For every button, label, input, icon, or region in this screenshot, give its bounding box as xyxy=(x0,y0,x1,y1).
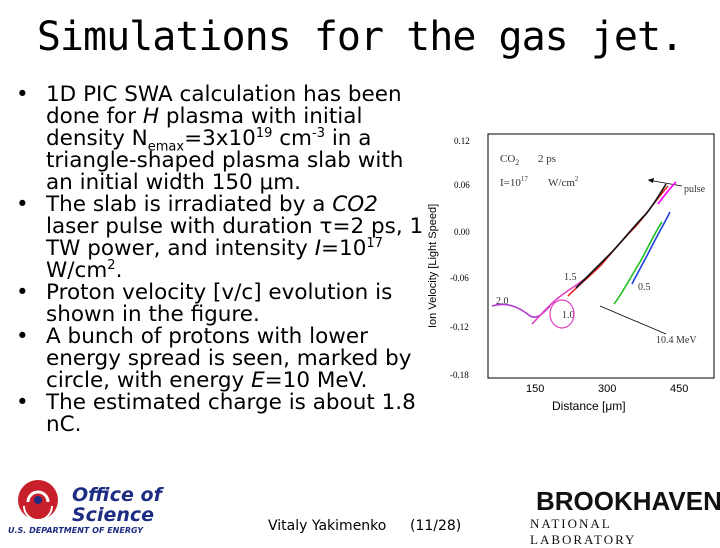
ose-line2: Science xyxy=(72,504,155,526)
annot-0-5: 0.5 xyxy=(638,282,651,293)
annot-intensity-unit: W/cm2 xyxy=(548,175,579,189)
annot-intensity: I=1017 xyxy=(500,175,528,189)
y-tick-label: 0.00 xyxy=(454,227,470,237)
ose-line3: U.S. DEPARTMENT OF ENERGY xyxy=(8,526,144,535)
trace-green xyxy=(613,221,663,305)
bullet-dot: • xyxy=(16,324,29,349)
annot-1-5: 1.5 xyxy=(564,272,577,283)
bullet-item: • 1D PIC SWA calculation has been done fo… xyxy=(8,84,428,194)
bullet-dot: • xyxy=(16,280,29,305)
x-tick-label: 150 xyxy=(526,383,544,395)
office-of-science-logo xyxy=(18,480,58,521)
ose-line1: Office of xyxy=(72,484,162,506)
author-name: Vitaly Yakimenko xyxy=(268,518,387,534)
bullet-item: • A bunch of protons with lower energy sp… xyxy=(8,326,428,392)
page-number: (11/28) xyxy=(410,518,462,534)
bullet-dot: • xyxy=(16,390,29,415)
proton-velocity-figure: Ion Velocity [Light Speed] 0.12 0.06 0.0… xyxy=(427,133,715,413)
bullet-item: • Proton velocity [v/c] evolution is show… xyxy=(8,282,428,326)
y-axis-label: Ion Velocity [Light Speed] xyxy=(427,204,439,328)
y-tick-label: 0.06 xyxy=(454,180,470,190)
trace-pink xyxy=(531,277,587,325)
x-tick-label: 450 xyxy=(670,383,688,395)
x-axis-label: Distance [μm] xyxy=(552,399,626,413)
y-tick-label: -0.06 xyxy=(450,273,469,283)
energy-arrow xyxy=(599,305,667,335)
annot-energy: 10.4 MeV xyxy=(656,335,697,346)
bnl-line2: NATIONAL LABORATORY xyxy=(530,516,637,547)
particle-traces xyxy=(491,181,677,325)
annot-pulse: pulse xyxy=(684,184,706,195)
annot-1-0: 1.0 xyxy=(562,310,575,321)
bullet-item: • The estimated charge is about 1.8 nC. xyxy=(8,392,428,436)
bnl-line1: BROOKHAVEN xyxy=(536,486,720,516)
bullet-item: • The slab is irradiated by a CO2 laser p… xyxy=(8,194,428,282)
annot-duration: 2 ps xyxy=(538,153,556,165)
trace-magenta xyxy=(657,181,677,205)
slide-title: Simulations for the gas jet. xyxy=(36,14,684,60)
plot-frame xyxy=(487,133,715,379)
pulse-arrow xyxy=(647,179,683,187)
bullet-dot: • xyxy=(16,82,29,107)
bullet-text: The estimated charge is about 1.8 nC. xyxy=(46,390,416,437)
bullet-text: 1D PIC SWA calculation has been done for… xyxy=(46,82,404,195)
annot-co2: CO2 xyxy=(500,153,519,167)
annot-2-0: 2.0 xyxy=(496,296,509,307)
pulse-arrowhead xyxy=(648,178,654,183)
bullet-text: Proton velocity [v/c] evolution is shown… xyxy=(46,280,393,327)
bullet-dot: • xyxy=(16,192,29,217)
y-tick-label: 0.12 xyxy=(454,136,470,146)
bunch-circle xyxy=(549,299,575,329)
x-tick-label: 300 xyxy=(598,383,616,395)
bullet-list: • 1D PIC SWA calculation has been done fo… xyxy=(8,84,428,436)
y-tick-label: -0.18 xyxy=(450,370,469,380)
trace-blue xyxy=(631,211,671,285)
bullet-text: A bunch of protons with lower energy spr… xyxy=(46,324,412,393)
bullet-text: The slab is irradiated by a CO2 laser pu… xyxy=(46,192,424,283)
trace-black xyxy=(575,183,667,289)
y-tick-label: -0.12 xyxy=(450,322,469,332)
